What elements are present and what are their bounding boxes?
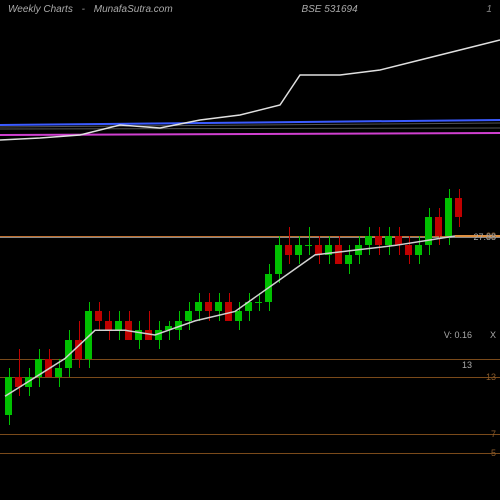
chart-title: Weekly Charts (8, 4, 73, 15)
site-name: MunafaSutra.com (94, 4, 173, 15)
chart-header: Weekly Charts - MunafaSutra.com BSE 5316… (8, 4, 492, 20)
symbol-text: BSE 531694 (301, 4, 357, 15)
page-number: 1 (486, 4, 492, 15)
indicator-panel (0, 20, 500, 150)
price-panel: 2827.881375V: 0.16X13 (0, 170, 500, 500)
ma-overlay-svg (0, 20, 500, 150)
ma-line-svg (0, 170, 500, 500)
